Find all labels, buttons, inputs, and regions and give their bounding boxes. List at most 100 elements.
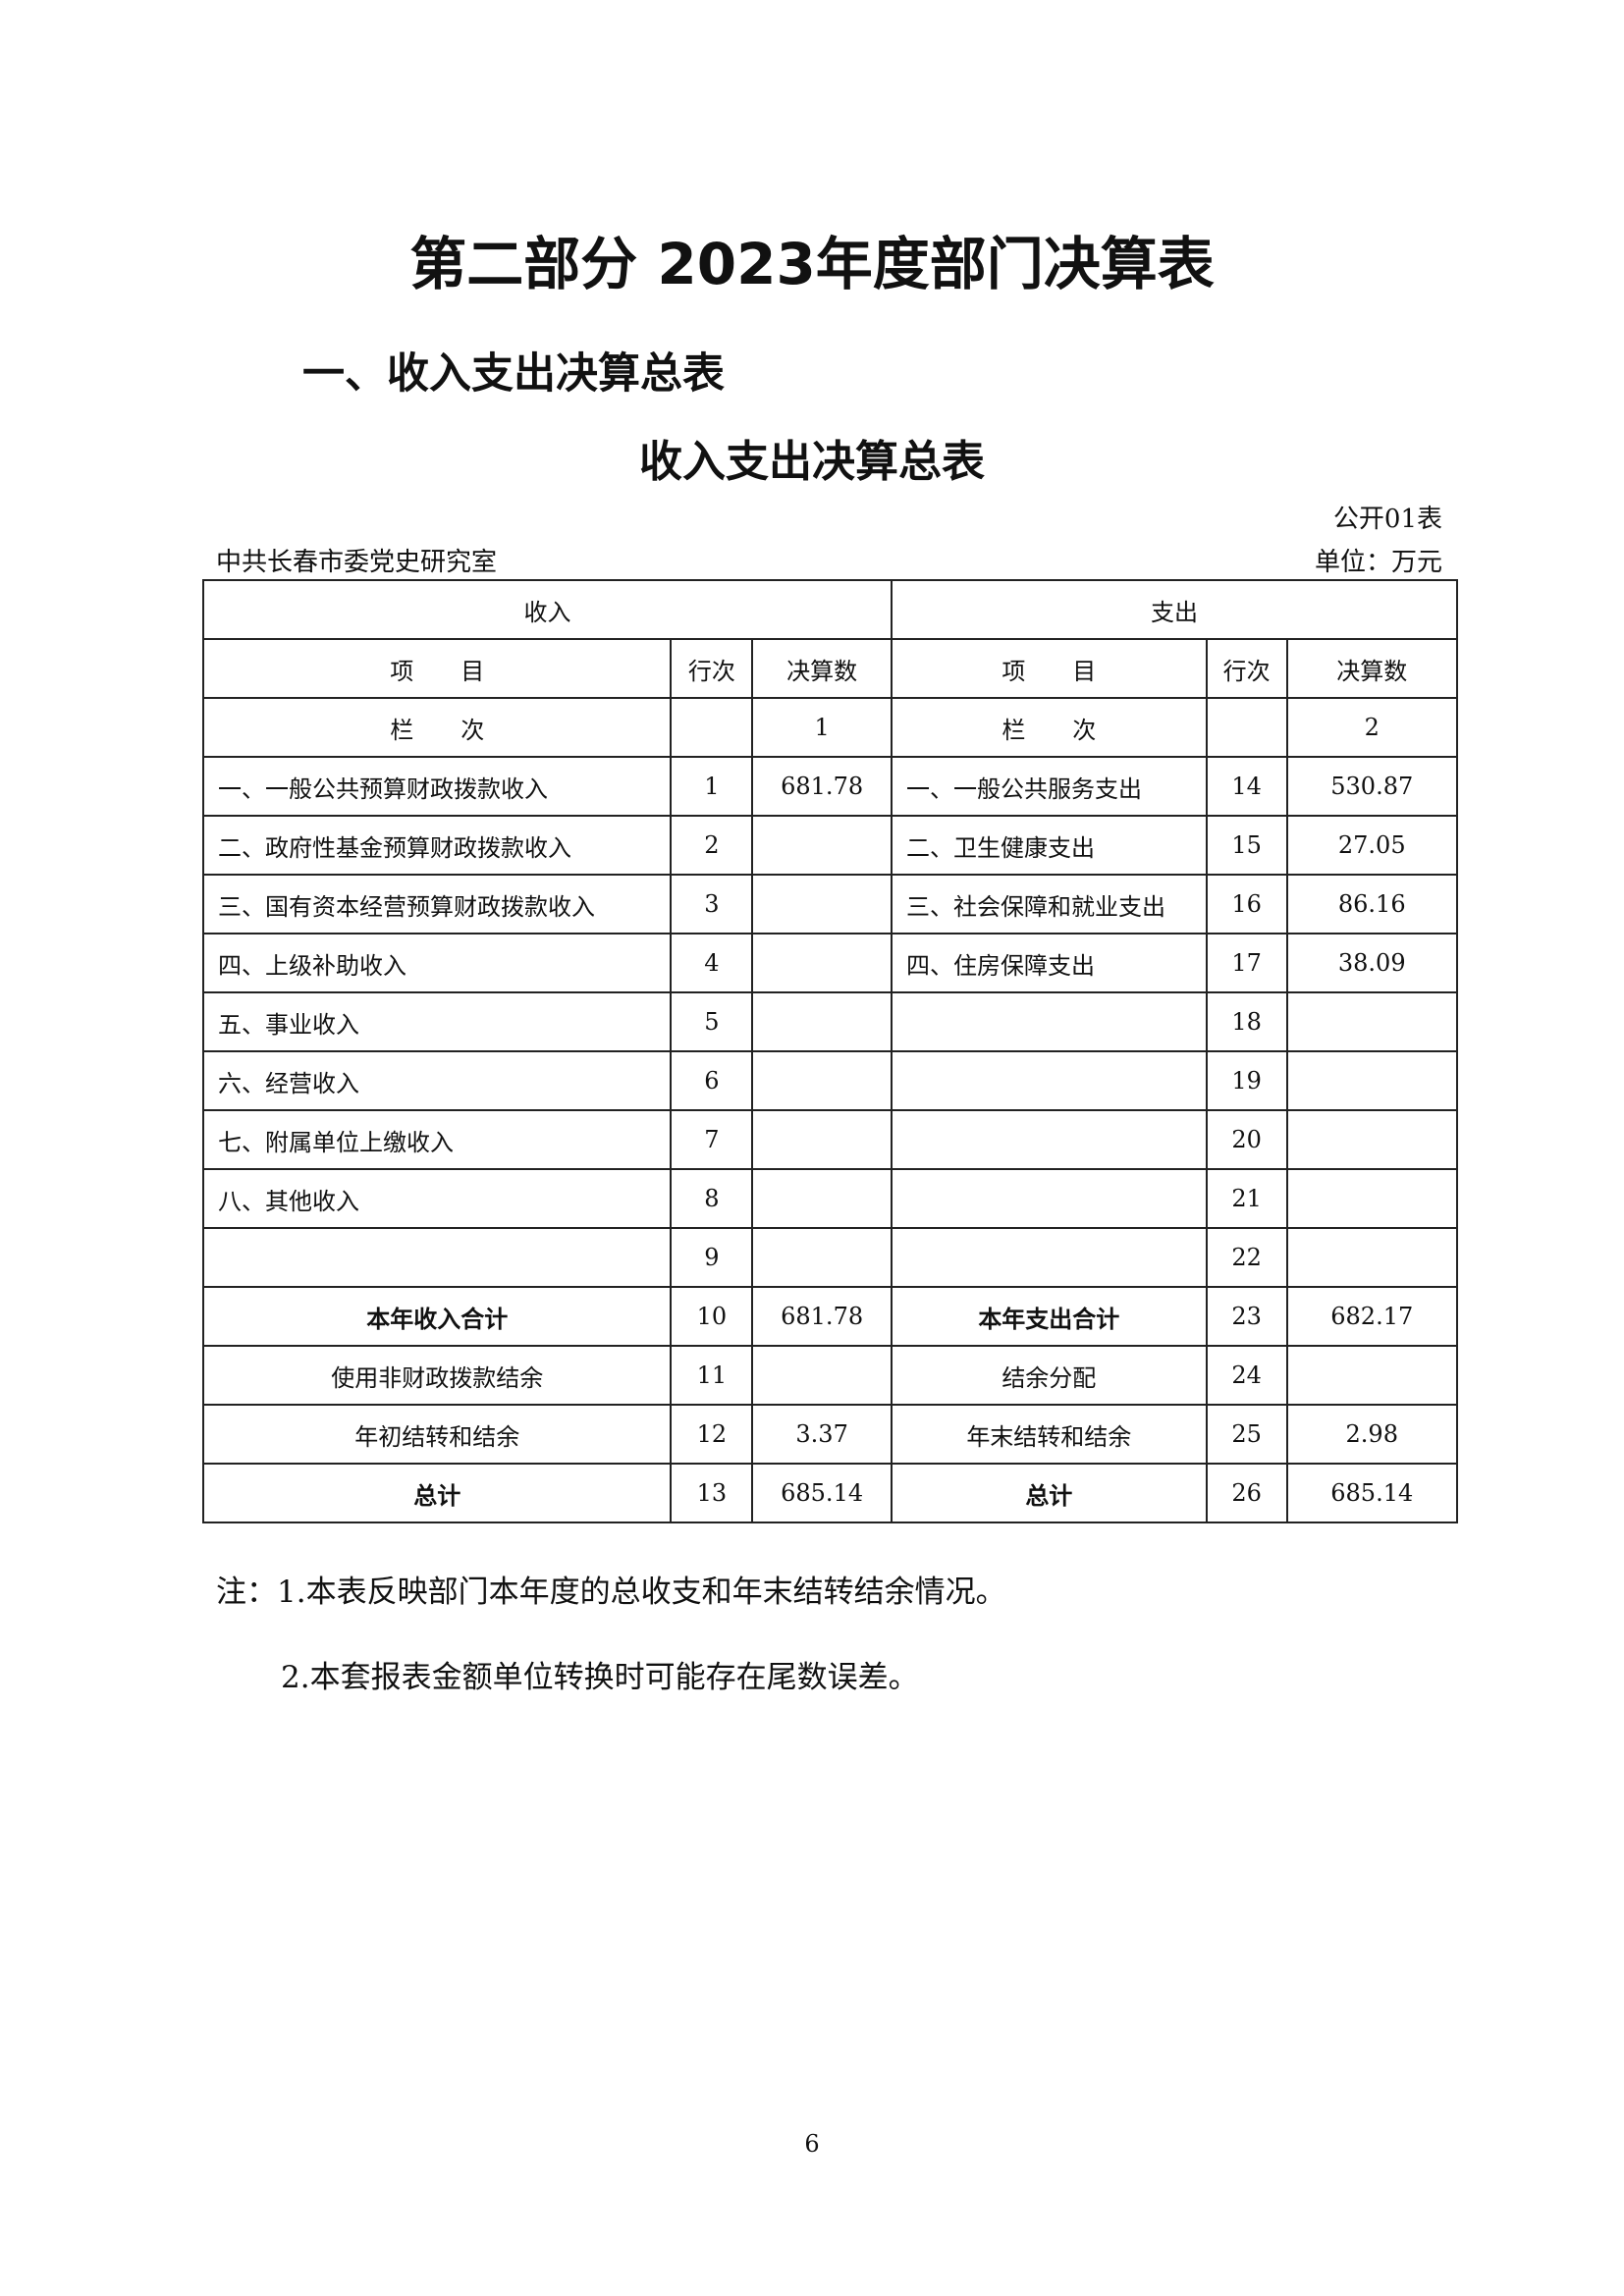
section-heading: 一、收入支出决算总表 [302, 349, 725, 399]
income-amount-cell [751, 1050, 893, 1111]
income-line-cell: 6 [670, 1050, 754, 1111]
table-row: 五、事业收入 5 18 [201, 991, 1459, 1052]
organization-name: 中共长春市委党史研究室 [216, 548, 498, 577]
page-title: 第二部分 2023年度部门决算表 [409, 231, 1215, 297]
income-item-cell: 一、一般公共预算财政拨款收入 [201, 756, 673, 817]
income-amount-cell [751, 933, 893, 993]
expense-amount-cell: 682.17 [1285, 1286, 1459, 1347]
expense-row-label: 栏 次 [890, 697, 1208, 758]
expense-line-header: 行次 [1205, 638, 1288, 699]
table-row: 本年收入合计 10 681.78 本年支出合计 23 682.17 [201, 1286, 1459, 1347]
column-number-row: 栏 次 1 栏 次 2 [201, 697, 1459, 758]
expense-item-cell [890, 1050, 1208, 1111]
expense-line-cell: 16 [1205, 874, 1288, 934]
income-item-cell: 八、其他收入 [201, 1168, 673, 1229]
table-row: 二、政府性基金预算财政拨款收入 2 二、卫生健康支出 15 27.05 [201, 815, 1459, 876]
expense-line-cell: 21 [1205, 1168, 1288, 1229]
income-amount-cell [751, 991, 893, 1052]
income-line-cell: 11 [670, 1345, 754, 1406]
expense-amount-cell: 86.16 [1285, 874, 1459, 934]
income-line-cell: 7 [670, 1109, 754, 1170]
income-line-cell: 4 [670, 933, 754, 993]
expense-line-cell: 25 [1205, 1404, 1288, 1465]
income-item-cell: 七、附属单位上缴收入 [201, 1109, 673, 1170]
expense-item-cell: 年末结转和结余 [890, 1404, 1208, 1465]
table-row: 一、一般公共预算财政拨款收入 1 681.78 一、一般公共服务支出 14 530.87 [201, 756, 1459, 817]
income-item-cell: 年初结转和结余 [201, 1404, 673, 1465]
expense-item-cell: 结余分配 [890, 1345, 1208, 1406]
unit-label: 单位：万元 [1314, 548, 1442, 577]
income-amount-header: 决算数 [751, 638, 893, 699]
expense-line-cell: 24 [1205, 1345, 1288, 1406]
table-row: 六、经营收入 6 19 [201, 1050, 1459, 1111]
income-line-cell: 1 [670, 756, 754, 817]
income-line-cell: 5 [670, 991, 754, 1052]
expense-line-cell: 22 [1205, 1227, 1288, 1288]
income-item-cell: 总计 [201, 1463, 673, 1523]
expense-line-cell: 17 [1205, 933, 1288, 993]
income-amount-cell [751, 874, 893, 934]
table-row: 七、附属单位上缴收入 7 20 [201, 1109, 1459, 1170]
income-col-number: 1 [751, 697, 893, 758]
income-amount-cell [751, 1168, 893, 1229]
income-expense-table: 收入 支出 项 目 行次 决算数 项 目 行次 决算数 栏 次 1 栏 次 2 … [201, 579, 1459, 1523]
income-row-label: 栏 次 [201, 697, 673, 758]
income-amount-cell [751, 1109, 893, 1170]
column-header-row: 项 目 行次 决算数 项 目 行次 决算数 [201, 638, 1459, 699]
expense-line-cell: 20 [1205, 1109, 1288, 1170]
table-row: 使用非财政拨款结余 11 结余分配 24 [201, 1345, 1459, 1406]
income-amount-cell: 3.37 [751, 1404, 893, 1465]
income-amount-cell: 685.14 [751, 1463, 893, 1523]
expense-amount-cell [1285, 991, 1459, 1052]
expense-amount-cell [1285, 1050, 1459, 1111]
expense-item-cell [890, 991, 1208, 1052]
expense-line-cell: 14 [1205, 756, 1288, 817]
expense-item-cell: 四、住房保障支出 [890, 933, 1208, 993]
expense-amount-cell [1285, 1109, 1459, 1170]
expense-col-number: 2 [1285, 697, 1459, 758]
table-row: 八、其他收入 8 21 [201, 1168, 1459, 1229]
expense-item-cell: 二、卫生健康支出 [890, 815, 1208, 876]
expense-item-cell [890, 1227, 1208, 1288]
expense-item-cell: 三、社会保障和就业支出 [890, 874, 1208, 934]
income-line-cell: 3 [670, 874, 754, 934]
income-amount-cell: 681.78 [751, 756, 893, 817]
table-row: 9 22 [201, 1227, 1459, 1288]
table-number: 公开01表 [1332, 505, 1442, 534]
empty-cell [1205, 697, 1288, 758]
table-row: 四、上级补助收入 4 四、住房保障支出 17 38.09 [201, 933, 1459, 993]
table-title: 收入支出决算总表 [639, 437, 985, 487]
expense-item-cell [890, 1109, 1208, 1170]
income-line-cell: 2 [670, 815, 754, 876]
income-line-cell: 12 [670, 1404, 754, 1465]
expense-line-cell: 23 [1205, 1286, 1288, 1347]
expense-amount-header: 决算数 [1285, 638, 1459, 699]
income-item-cell: 四、上级补助收入 [201, 933, 673, 993]
note-1: 注：1.本表反映部门本年度的总收支和年末结转结余情况。 [216, 1575, 1006, 1610]
expense-amount-cell [1285, 1227, 1459, 1288]
expense-amount-cell: 38.09 [1285, 933, 1459, 993]
expense-line-cell: 26 [1205, 1463, 1288, 1523]
expense-line-cell: 18 [1205, 991, 1288, 1052]
expense-item-cell: 本年支出合计 [890, 1286, 1208, 1347]
income-amount-cell: 681.78 [751, 1286, 893, 1347]
income-item-cell: 本年收入合计 [201, 1286, 673, 1347]
expense-amount-cell: 685.14 [1285, 1463, 1459, 1523]
table-header-row: 收入 支出 [202, 579, 1459, 640]
income-amount-cell [751, 815, 893, 876]
income-item-cell: 五、事业收入 [201, 991, 673, 1052]
income-line-cell: 13 [670, 1463, 754, 1523]
expense-item-cell [890, 1168, 1208, 1229]
expense-line-cell: 19 [1205, 1050, 1288, 1111]
income-item-cell [201, 1227, 673, 1288]
expense-line-cell: 15 [1205, 815, 1288, 876]
income-amount-cell [751, 1345, 893, 1406]
table-row: 总计 13 685.14 总计 26 685.14 [201, 1463, 1459, 1523]
income-item-cell: 三、国有资本经营预算财政拨款收入 [201, 874, 673, 934]
expense-amount-cell: 2.98 [1285, 1404, 1459, 1465]
note-2: 2.本套报表金额单位转换时可能存在尾数误差。 [281, 1660, 919, 1695]
income-amount-cell [751, 1227, 893, 1288]
income-item-cell: 二、政府性基金预算财政拨款收入 [201, 815, 673, 876]
income-item-cell: 使用非财政拨款结余 [201, 1345, 673, 1406]
expense-amount-cell [1285, 1345, 1459, 1406]
